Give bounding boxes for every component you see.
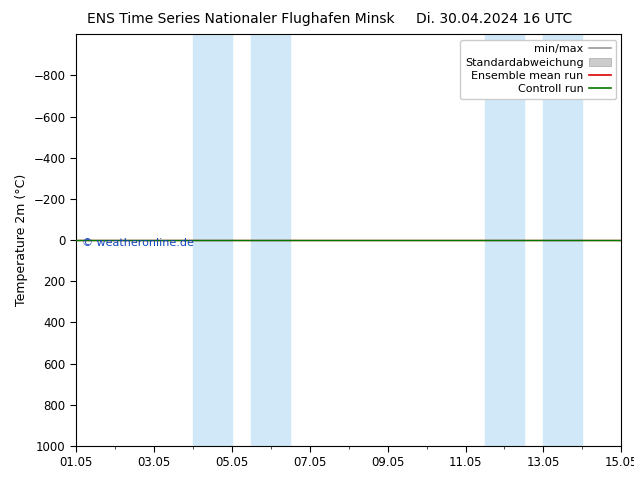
Bar [193,34,232,446]
Bar [485,34,524,446]
Text: ENS Time Series Nationaler Flughafen Minsk: ENS Time Series Nationaler Flughafen Min… [87,12,395,26]
Legend: min/max, Standardabweichung, Ensemble mean run, Controll run: min/max, Standardabweichung, Ensemble me… [460,40,616,99]
Bar [251,34,290,446]
Bar [543,34,583,446]
Text: Di. 30.04.2024 16 UTC: Di. 30.04.2024 16 UTC [417,12,573,26]
Y-axis label: Temperature 2m (°C): Temperature 2m (°C) [15,174,28,306]
Text: © weatheronline.de: © weatheronline.de [82,238,193,248]
